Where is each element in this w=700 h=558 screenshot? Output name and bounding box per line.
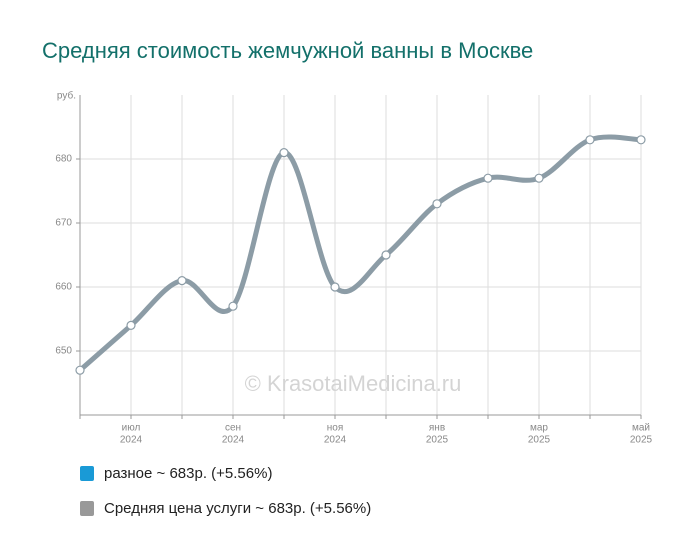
- point: [330, 282, 340, 292]
- point: [381, 250, 391, 260]
- legend-swatch: [80, 501, 94, 516]
- point: [585, 135, 595, 145]
- y-tick-label: 660: [55, 282, 72, 293]
- x-tick-label: ноя: [327, 423, 344, 434]
- y-tick-label: 670: [55, 218, 72, 229]
- point: [177, 276, 187, 286]
- x-tick-label: мар: [530, 423, 548, 434]
- point: [432, 199, 442, 209]
- point: [636, 135, 646, 145]
- point: [126, 320, 136, 330]
- series-line: [78, 134, 642, 373]
- y-axis-label: руб.: [57, 90, 76, 102]
- chart-title: Средняя стоимость жемчужной ванны в Моск…: [42, 38, 533, 63]
- x-tick-label: янв: [429, 423, 445, 434]
- legend-label: Средняя цена услуги ~ 683р. (+5.56%): [104, 500, 371, 517]
- x-tick-year: 2024: [222, 435, 245, 446]
- x-tick-label: сен: [225, 423, 241, 434]
- point: [75, 365, 85, 375]
- watermark: © KrasotaiMedicina.ru: [245, 371, 462, 396]
- x-tick-label: май: [632, 423, 650, 434]
- y-tick-label: 650: [55, 346, 72, 357]
- x-tick-year: 2025: [630, 435, 653, 446]
- series-line: [79, 135, 642, 372]
- point: [279, 148, 289, 158]
- x-tick-year: 2024: [120, 435, 143, 446]
- legend-label: разное ~ 683р. (+5.56%): [104, 465, 272, 482]
- point: [228, 301, 238, 311]
- y-tick-label: 680: [55, 154, 72, 165]
- x-tick-year: 2025: [528, 435, 551, 446]
- x-tick-year: 2024: [324, 435, 347, 446]
- point: [534, 173, 544, 183]
- x-tick-year: 2025: [426, 435, 449, 446]
- legend-swatch: [80, 466, 94, 481]
- point: [483, 173, 493, 183]
- x-tick-label: июл: [122, 423, 141, 434]
